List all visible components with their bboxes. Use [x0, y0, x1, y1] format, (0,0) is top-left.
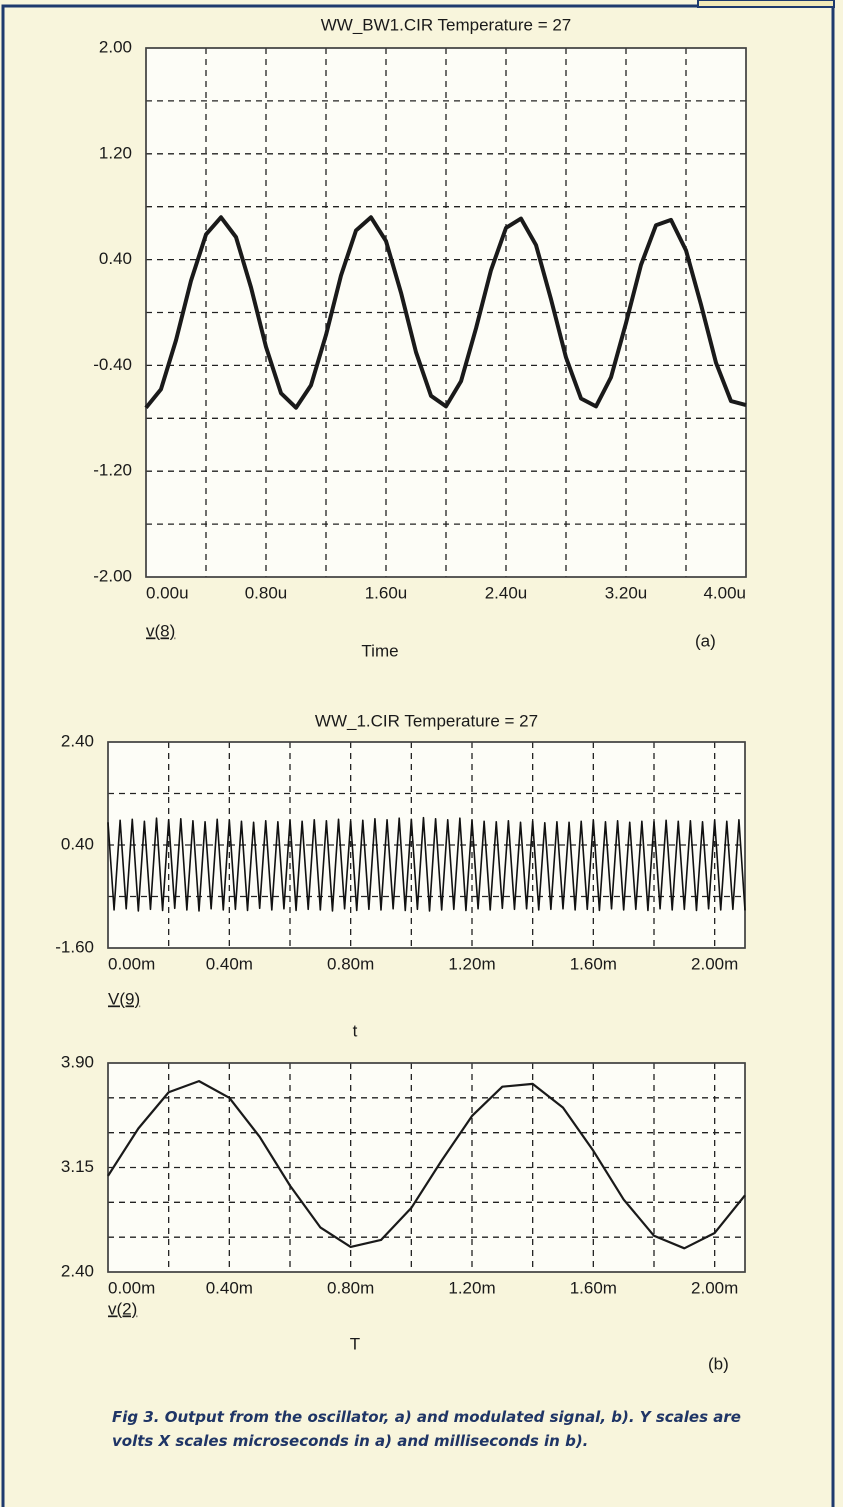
y-tick-label: 2.40: [61, 1261, 94, 1280]
x-tick-label: 0.00m: [108, 1278, 155, 1297]
trace-label: v(2): [108, 1299, 137, 1318]
x-tick-label: 0.00u: [146, 583, 189, 602]
x-tick-label: 0.40m: [206, 1278, 253, 1297]
panel-label: (b): [708, 1354, 729, 1373]
trace: [107, 816, 746, 912]
x-axis-label: t: [353, 1021, 358, 1040]
y-tick-label: 3.90: [61, 1052, 94, 1071]
x-tick-label: 2.00m: [691, 1278, 738, 1297]
caption: Fig 3. Output from the oscillator, a) an…: [112, 1408, 741, 1450]
plot-frame: [107, 741, 746, 949]
x-tick-label: 1.20m: [448, 954, 495, 973]
trace: [107, 1080, 746, 1250]
y-tick-label: -2.00: [93, 566, 132, 585]
y-tick-label: 1.20: [99, 143, 132, 162]
x-tick-label: 2.40u: [485, 583, 528, 602]
plot-frame: [145, 47, 747, 578]
y-tick-label: 2.40: [61, 731, 94, 750]
x-tick-label: 4.00u: [703, 583, 746, 602]
panel-label: (a): [695, 631, 716, 650]
x-tick-label: 0.80m: [327, 1278, 374, 1297]
y-tick-label: -1.60: [55, 937, 94, 956]
x-tick-label: 3.20u: [605, 583, 648, 602]
y-tick-label: -1.20: [93, 461, 132, 480]
x-tick-label: 1.60u: [365, 583, 408, 602]
plot-frame: [107, 1062, 746, 1273]
trace-label: V(9): [108, 989, 140, 1008]
x-tick-label: 0.80u: [245, 583, 288, 602]
y-tick-label: 0.40: [99, 249, 132, 268]
corner-tab: [697, 0, 835, 8]
x-tick-label: 2.00m: [691, 954, 738, 973]
trace-label: v(8): [146, 621, 175, 640]
chart-title: WW_1.CIR Temperature = 27: [315, 711, 538, 730]
x-tick-label: 0.80m: [327, 954, 374, 973]
trace: [144, 215, 747, 410]
x-tick-label: 1.20m: [448, 1278, 495, 1297]
chart-title: WW_BW1.CIR Temperature = 27: [321, 15, 572, 34]
x-axis-label: Time: [361, 641, 398, 660]
x-axis-label: T: [350, 1334, 360, 1353]
x-tick-label: 0.40m: [206, 954, 253, 973]
x-tick-label: 0.00m: [108, 954, 155, 973]
y-tick-label: 0.40: [61, 834, 94, 853]
y-tick-label: 3.15: [61, 1157, 94, 1176]
y-tick-label: -0.40: [93, 355, 132, 374]
x-tick-label: 1.60m: [570, 954, 617, 973]
y-tick-label: 2.00: [99, 37, 132, 56]
x-tick-label: 1.60m: [570, 1278, 617, 1297]
border: [1, 4, 835, 1507]
